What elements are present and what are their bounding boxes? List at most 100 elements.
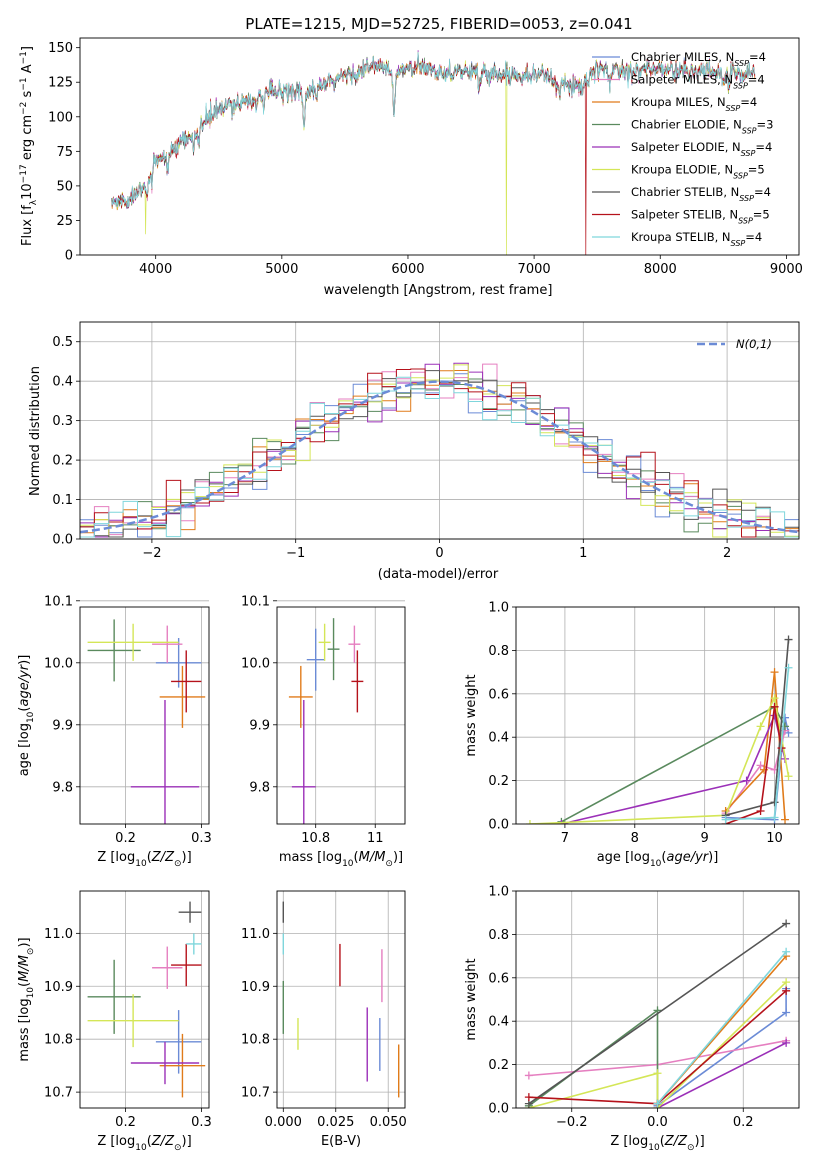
y-tick-label: 0.2 [488, 774, 509, 789]
axes-frame [79, 37, 800, 256]
x-tick-label: 4000 [139, 262, 172, 277]
plot-area [282, 901, 400, 1098]
x-axis-label: wavelength [Angstrom, rest frame] [324, 283, 553, 298]
chart-weight_vs_age: 7 8 9 10 0.0 0.2 0.4 0.6 0.8 1.0 age [log10(age/yr… [464, 601, 800, 869]
y-tick-label: 10.7 [44, 1086, 73, 1101]
weight-marker [770, 798, 779, 807]
axes-frame [515, 890, 800, 1109]
x-axis-label: mass [log10(M/M⊙)] [279, 850, 403, 869]
y-tick-label: 9.9 [249, 718, 270, 733]
x-tick-label: 2 [723, 546, 731, 561]
x-tick-label: 0.3 [191, 1115, 212, 1130]
x-tick-label: 11 [367, 831, 384, 846]
errorbar-salpeter-elodie [130, 1041, 200, 1085]
ticks: −0.2 0.0 0.2 0.0 0.2 0.4 0.6 0.8 1.0 [488, 885, 753, 1131]
y-tick-label: 0.8 [488, 928, 509, 943]
x-axis-label: E(B-V) [321, 1134, 361, 1149]
y-tick-label: 11.0 [44, 927, 73, 942]
grid [277, 600, 405, 824]
weight-marker [653, 1099, 662, 1108]
plot-area [525, 635, 793, 824]
weight-marker [770, 702, 779, 711]
weight-line-chabrier-elodie [561, 705, 786, 823]
y-tick-label: 1.0 [488, 601, 509, 616]
y-tick-label: 10.0 [241, 656, 270, 671]
x-tick-label: 10.8 [301, 831, 330, 846]
errorbar-kroupa-stelib [366, 564, 372, 589]
x-tick-label: 7 [561, 831, 569, 846]
legend-label: Chabrier MILES, NSSP=4 [631, 50, 766, 68]
weight-marker [770, 668, 779, 677]
y-tick-label: 10.7 [241, 1086, 270, 1101]
errorbar-chabrier-stelib [178, 901, 202, 923]
errorbar-chabrier-miles [306, 628, 325, 691]
y-tick-label: 10.8 [44, 1033, 73, 1048]
x-tick-label: 1 [579, 546, 587, 561]
y-tick-label: 0.0 [488, 818, 509, 833]
y-tick-label: 0.4 [488, 731, 509, 746]
errorbar-kroupa-elodie [87, 994, 179, 1048]
x-tick-label: 0.050 [370, 1115, 407, 1130]
y-tick-label: 10.1 [44, 594, 73, 609]
weight-marker [782, 1038, 791, 1047]
y-axis-label: mass [log10(M/M⊙)] [17, 937, 36, 1061]
ticks: 0.2 0.3 9.8 9.9 10.0 10.1 [44, 594, 212, 846]
y-tick-label: 50 [56, 179, 73, 194]
y-tick-label: 25 [56, 214, 73, 229]
chart-age_vs_Z: 0.2 0.3 9.8 9.9 10.0 10.1 Z [log10(Z/Z⊙)] age [… [17, 594, 212, 869]
x-tick-label: 8000 [644, 262, 677, 277]
errorbar-chabrier-elodie [327, 618, 340, 681]
y-axis-label: Flux [fλ10−17 erg cm−2 s−1 A−1] [19, 46, 39, 246]
errorbar-chabrier-elodie [87, 959, 141, 1034]
chart-weight_vs_Z: −0.2 0.0 0.2 0.0 0.2 0.4 0.6 0.8 1.0 Z [log10(Z/Z… [464, 885, 800, 1153]
y-axis-label: mass weight [464, 958, 479, 1040]
x-tick-label: 0.0 [647, 1115, 668, 1130]
y-tick-label: 0.8 [488, 644, 509, 659]
x-axis-label: (data-model)/error [378, 567, 499, 582]
x-axis-label: Z [log10(Z/Z⊙)] [97, 1134, 191, 1153]
spectrum-line-kroupa-stelib [111, 52, 756, 208]
weight-marker [653, 1069, 662, 1078]
weight-marker [524, 1071, 533, 1080]
axes-frame [79, 890, 210, 1109]
chart-residuals: −2 −1 0 1 2 0.0 0.1 0.2 0.3 0.4 0.5 N(0,1) (data-mod… [28, 321, 800, 582]
errorbar-kroupa-elodie [318, 623, 331, 661]
errorbar-salpeter-stelib [171, 943, 202, 987]
plot-area [87, 619, 206, 824]
x-tick-label: 8 [631, 831, 639, 846]
histogram-kroupa-stelib [80, 376, 799, 538]
weight-marker [770, 813, 779, 822]
y-tick-label: 10.9 [241, 980, 270, 995]
weight-line-kroupa-stelib [656, 951, 787, 1105]
weight-marker [784, 663, 793, 672]
chart-age_vs_mass: 10.8 11 9.8 9.9 10.0 10.1 mass [log10(M/M⊙)] [241, 564, 406, 869]
weight-marker [721, 815, 730, 824]
y-tick-label: 75 [56, 145, 73, 160]
y-tick-label: 10.9 [44, 980, 73, 995]
chart-mass_vs_Z: 0.2 0.3 10.7 10.8 10.9 11.0 Z [log10(Z/Z⊙)] mas… [17, 890, 212, 1153]
ticks: −2 −1 0 1 2 0.0 0.1 0.2 0.3 0.4 0.5 [52, 335, 731, 561]
errorbar-salpeter-elodie [291, 700, 316, 824]
figure-title: PLATE=1215, MJD=52725, FIBERID=0053, z=0… [245, 15, 632, 33]
plot-area [87, 901, 206, 1098]
y-tick-label: 0.0 [52, 533, 73, 548]
errorbar-chabrier-miles [155, 1010, 202, 1074]
x-tick-label: 9000 [770, 262, 803, 277]
weight-marker [782, 986, 791, 995]
y-axis-label: Normed distribution [28, 366, 43, 496]
y-tick-label: 100 [48, 110, 73, 125]
weight-marker [756, 806, 765, 815]
y-tick-label: 9.8 [52, 780, 73, 795]
y-axis-label: age [log10(age/yr)] [17, 655, 36, 777]
errorbar-salpeter-elodie [130, 700, 200, 824]
y-tick-label: 0.2 [52, 454, 73, 469]
weight-marker [770, 694, 779, 703]
legend-label: Salpeter MILES, NSSP=4 [631, 73, 765, 91]
errorbar-kroupa-miles [288, 665, 313, 728]
weight-line-kroupa-elodie [528, 981, 787, 1108]
x-tick-label: −1 [286, 546, 305, 561]
x-tick-label: 0.025 [317, 1115, 354, 1130]
x-tick-label: 0.000 [265, 1115, 302, 1130]
weight-marker [756, 722, 765, 731]
errorbar-kroupa-stelib [186, 933, 202, 955]
